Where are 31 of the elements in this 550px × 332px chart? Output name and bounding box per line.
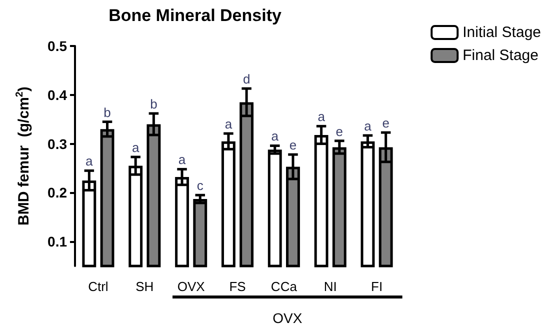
legend-label: Final Stage [462,47,539,64]
data-label: e [336,124,344,139]
y-tick-label: 0.2 [48,184,68,201]
data-label: a [271,128,280,144]
chart-title: Bone Mineral Density [108,6,282,25]
data-label: b [150,96,158,112]
x-tick-label: OVX [177,279,206,294]
data-label: a [318,109,326,124]
data-label: a [178,152,186,168]
y-axis-title: BMD femur (g/cm2) [14,86,32,226]
y-tick-label: 0.3 [48,136,68,152]
data-label: e [289,138,297,153]
data-label: a [86,154,94,169]
data-label: c [196,178,204,194]
x-tick-label: Ctrl [88,279,108,294]
x-tick-label: CCa [270,279,298,294]
y-tick-label: 0.5 [48,38,68,54]
data-label: b [104,104,111,120]
data-label: a [364,118,372,134]
data-label: a [224,116,233,132]
text: OVX [272,310,303,326]
y-tick-label: 0.4 [48,86,68,103]
x-tick-label: FI [371,279,383,294]
x-tick-label: SH [136,279,154,294]
x-tick-label: FS [229,279,246,294]
data-label: a [132,140,140,155]
legend-label: Initial Stage [462,24,542,41]
data-label: e [382,116,390,131]
data-label: d [242,72,250,87]
y-tick-label: 0.1 [48,234,68,250]
x-tick-label: NI [324,279,337,294]
